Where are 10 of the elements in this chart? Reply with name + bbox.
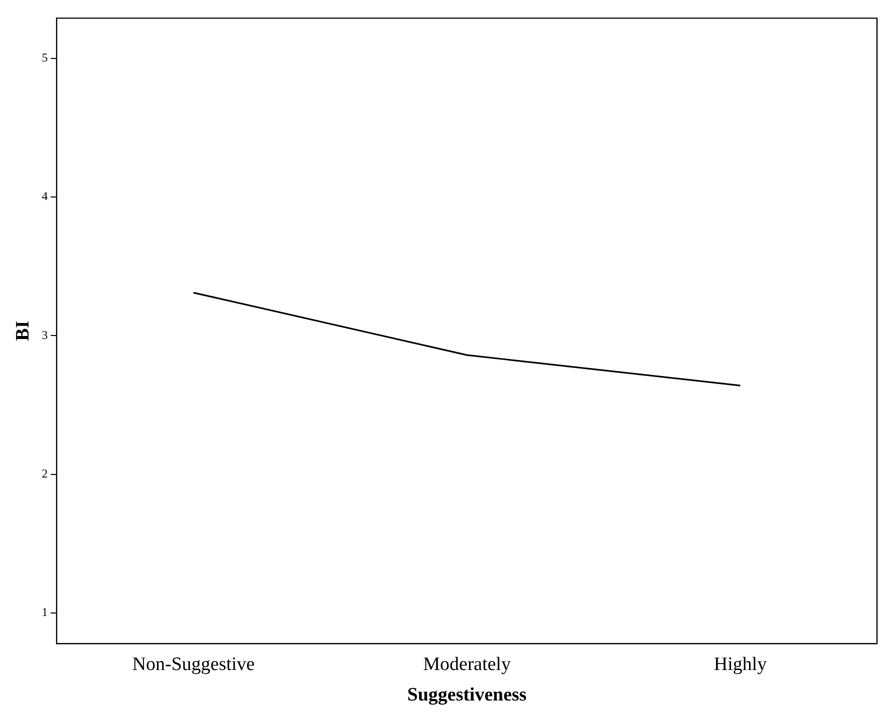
y-tick-label: 5 [42,50,48,65]
y-tick-label: 2 [42,466,48,480]
y-axis-title: BI [12,320,34,341]
x-tick-label: Highly [714,654,768,675]
y-tick-label: 1 [42,605,48,620]
y-tick-label: 3 [42,328,48,342]
y-tick-label: 4 [42,189,48,204]
x-tick-label: Non-Suggestive [132,654,255,675]
x-tick-label: Moderately [423,654,512,675]
x-axis-title: Suggestiveness [407,684,527,706]
